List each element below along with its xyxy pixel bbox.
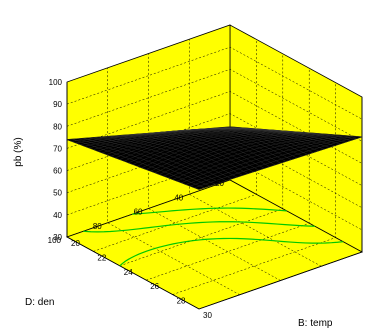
surface-mesh-line	[229, 126, 363, 138]
surface-mesh-line	[224, 127, 357, 139]
contour-line	[119, 237, 344, 267]
grid-line	[66, 46, 363, 120]
surface-mesh-line	[94, 137, 227, 181]
grid-line	[146, 68, 310, 281]
surface-mesh-line	[137, 132, 270, 167]
grid-line	[189, 39, 322, 267]
front-floor-edge	[66, 236, 363, 310]
x-tick-label: 28	[177, 297, 186, 306]
z-axis-label: pb (%)	[13, 137, 24, 166]
surface-mesh-line	[88, 137, 221, 183]
surface-mesh-line	[148, 131, 281, 164]
surface-mesh-line	[143, 131, 276, 166]
surface-mesh-line	[164, 129, 297, 159]
grid-line	[93, 39, 257, 252]
z-tick-label: 90	[53, 100, 62, 109]
contour-line	[132, 207, 287, 215]
grid-line	[119, 53, 284, 267]
grid-line	[107, 67, 240, 295]
x-tick-label: 30	[203, 311, 212, 320]
y-tick-label: 60	[134, 208, 143, 217]
surface-mesh-line	[83, 138, 216, 185]
z-tick-label: 60	[53, 167, 62, 176]
z-tick-label: 70	[53, 144, 62, 153]
grid-line	[66, 69, 363, 142]
y-tick-label: 80	[93, 222, 102, 231]
surface-mesh-line	[110, 136, 243, 176]
surface-mesh-line	[121, 135, 254, 173]
x-tick-label: 26	[150, 282, 159, 291]
grid-line	[172, 82, 336, 295]
tick-labels: 30 40 50 60 70 80 90 100 20 22 24 26 28 30 20 40 60 80 100	[48, 78, 225, 320]
surface-mesh-line	[72, 138, 205, 188]
surface-mesh-line	[132, 133, 265, 169]
x-tick-label: 22	[97, 253, 106, 262]
grid-line	[148, 53, 281, 281]
x-axis-label: B: temp	[298, 318, 333, 329]
surface-mesh-line	[99, 136, 232, 180]
z-tick-label: 80	[53, 122, 62, 131]
z-tick-label: 50	[53, 189, 62, 198]
z-tick-label: 40	[53, 211, 62, 220]
surface-mesh-line	[115, 135, 248, 174]
y-axis-label: D: den	[25, 297, 54, 308]
response-surface	[66, 126, 363, 190]
floor-contours	[83, 207, 344, 267]
surface-mesh-line	[126, 134, 259, 171]
surface-mesh-line	[77, 138, 210, 187]
surface-mesh-line	[105, 136, 238, 178]
y-tick-label: 100	[48, 236, 62, 245]
surface-mesh-line	[159, 129, 292, 160]
x-tick-label: 20	[71, 239, 80, 248]
x-tick-label: 24	[124, 268, 133, 277]
y-tick-label: 40	[174, 193, 183, 202]
surface-mesh-line	[153, 130, 287, 162]
surface-mesh-line	[66, 139, 200, 190]
contour-line	[83, 221, 315, 233]
z-tick-label: 30	[53, 233, 62, 242]
y-tick-label: 20	[215, 179, 224, 188]
z-tick-label: 100	[49, 78, 63, 87]
